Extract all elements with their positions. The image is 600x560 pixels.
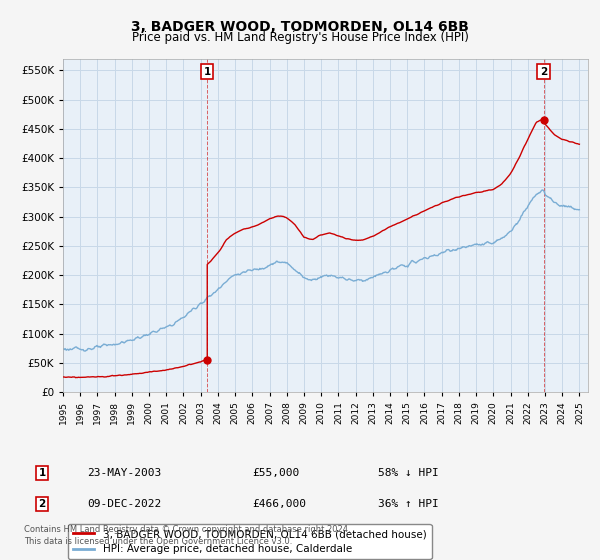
Text: 58% ↓ HPI: 58% ↓ HPI xyxy=(378,468,439,478)
Text: 3, BADGER WOOD, TODMORDEN, OL14 6BB: 3, BADGER WOOD, TODMORDEN, OL14 6BB xyxy=(131,20,469,34)
Text: 36% ↑ HPI: 36% ↑ HPI xyxy=(378,499,439,509)
Text: £466,000: £466,000 xyxy=(252,499,306,509)
Text: Price paid vs. HM Land Registry's House Price Index (HPI): Price paid vs. HM Land Registry's House … xyxy=(131,31,469,44)
Text: 1: 1 xyxy=(38,468,46,478)
Text: 2: 2 xyxy=(540,67,547,77)
Text: 1: 1 xyxy=(203,67,211,77)
Text: Contains HM Land Registry data © Crown copyright and database right 2024.
This d: Contains HM Land Registry data © Crown c… xyxy=(24,525,350,546)
Text: £55,000: £55,000 xyxy=(252,468,299,478)
Legend: 3, BADGER WOOD, TODMORDEN, OL14 6BB (detached house), HPI: Average price, detach: 3, BADGER WOOD, TODMORDEN, OL14 6BB (det… xyxy=(68,524,431,559)
Text: 23-MAY-2003: 23-MAY-2003 xyxy=(87,468,161,478)
Text: 2: 2 xyxy=(38,499,46,509)
Text: 09-DEC-2022: 09-DEC-2022 xyxy=(87,499,161,509)
